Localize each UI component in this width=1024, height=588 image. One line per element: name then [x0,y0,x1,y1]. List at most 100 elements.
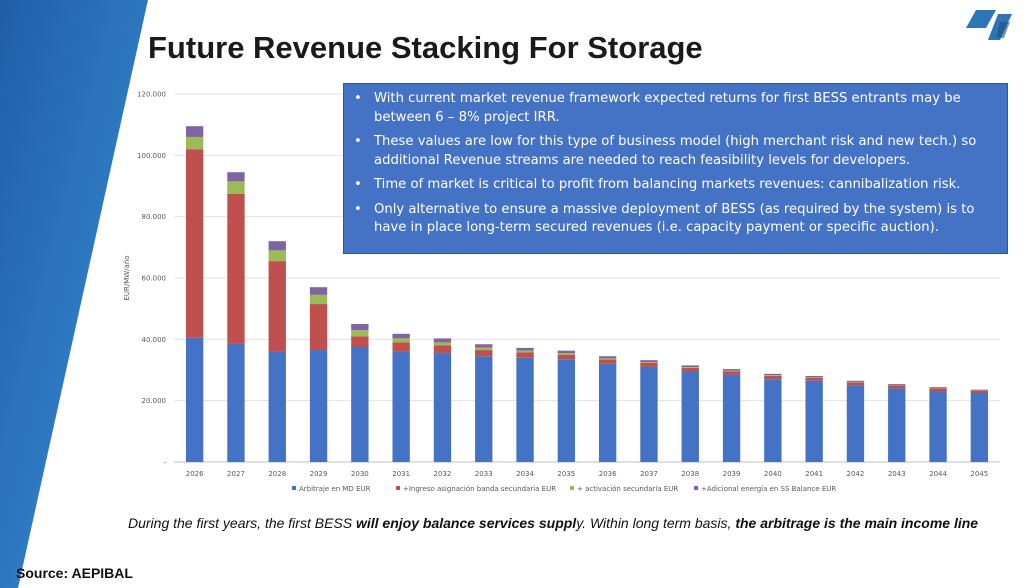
bar-segment [516,350,534,353]
revenue-stacked-bar-chart: - 20.000 40.000 60.000 80.000 100.000 120.000 E… [123,91,1000,493]
footnote-text: y. Within long term basis, [576,515,736,531]
legend-label: +Ingreso asignación banda secundaria EUR [403,485,556,493]
bar-segment [805,380,823,462]
info-bullet: These values are low for this type of bu… [352,133,999,170]
bar-segment [557,350,576,354]
bar-segment [764,375,782,380]
y-tick-label: 60.000 [142,275,167,283]
bar-segment [268,261,286,352]
x-tick-label: 2039 [723,470,741,478]
legend-swatch [570,486,574,490]
bar-segment [598,358,617,360]
bar-segment [392,338,410,343]
x-tick-label: 2042 [847,470,865,478]
bar-segment [929,391,947,462]
legend-label: +Adicional energía en SS Balance EUR [701,485,836,493]
bar-segment [598,359,617,364]
bar-segment [722,369,741,371]
x-tick-label: 2044 [929,470,947,478]
bar-segment [888,388,906,462]
company-logo-icon [966,10,1012,40]
bar-segment [433,342,452,346]
footnote-emphasis: the arbitrage is the main income line [735,515,979,531]
bar-segment [640,362,658,367]
bar-segment [970,390,989,393]
x-tick-label: 2033 [475,470,493,478]
bar-segment [433,345,452,354]
bar-segment [640,366,658,462]
bar-segment [475,347,493,351]
bar-segment [722,374,741,462]
legend-swatch [292,486,296,490]
bar-segment [309,287,328,295]
page-title: Future Revenue Stacking For Storage [148,30,703,65]
footnote-text: During the first years, the first BESS [128,515,356,531]
bar-segment [888,385,906,389]
bar-segment [309,350,328,462]
bar-segment [392,333,410,339]
bar-segment [722,370,741,372]
bar-segment [764,375,782,376]
y-axis-title: EUR/MW/año [123,255,131,300]
legend-swatch [694,486,698,490]
info-bullet: Only alternative to ensure a massive dep… [352,201,999,238]
bar-segment [351,330,369,337]
bar-segment [475,350,493,357]
bar-segment [722,371,741,375]
bar-segment [598,363,617,462]
y-tick-label: 40.000 [142,336,167,344]
x-tick-label: 2041 [805,470,823,478]
legend-label: Arbitraje en MD EUR [299,485,371,493]
bar-segment [227,343,245,462]
x-tick-label: 2043 [888,470,906,478]
bar-segment [764,379,782,462]
bar-segment [351,324,369,331]
info-bullet-list: With current market revenue framework ex… [352,90,999,238]
bar-segment [351,336,369,347]
footnote: During the first years, the first BESS w… [128,514,988,533]
legend-swatch [396,486,400,490]
x-tick-label: 2032 [434,470,452,478]
footnote-emphasis: will enjoy balance services suppl [355,515,577,531]
x-tick-label: 2036 [599,470,617,478]
bar-segment [970,389,989,391]
bar-segment [516,352,534,358]
bar-segment [309,304,328,351]
bar-segment [681,367,699,372]
bar-segment [888,384,906,386]
y-tick-label: 20.000 [142,397,167,405]
bar-segment [805,375,823,378]
bar-segment [268,250,286,262]
x-tick-label: 2030 [351,470,369,478]
bar-segment [970,393,989,462]
bar-segment [846,382,865,386]
bar-segment [846,380,865,382]
y-tick-label: 120.000 [137,91,166,99]
bar-segment [185,337,204,462]
bar-segment [475,356,493,462]
bar-segment [557,359,576,462]
info-bullet: Time of market is critical to profit fro… [352,176,999,195]
x-tick-label: 2027 [227,470,245,478]
bar-segment [598,356,617,359]
bar-segment [557,354,576,360]
bar-segment [475,344,493,348]
x-tick-label: 2038 [681,470,699,478]
bar-segment [805,377,823,381]
bar-segment [392,351,410,462]
x-tick-label: 2040 [764,470,782,478]
bar-segment [185,136,204,150]
bar-segment [351,347,369,462]
x-tick-label: 2045 [970,470,988,478]
x-tick-label: 2029 [310,470,328,478]
x-tick-label: 2037 [640,470,658,478]
info-box: With current market revenue framework ex… [343,83,1008,254]
bar-segment [681,367,699,368]
legend-label: + activación secundaria EUR [577,485,678,493]
bar-segment [227,193,245,344]
x-tick-label: 2026 [186,470,204,478]
bar-segment [640,362,658,363]
bar-segment [433,338,452,343]
bar-segment [516,357,534,462]
bar-segment [516,347,534,351]
